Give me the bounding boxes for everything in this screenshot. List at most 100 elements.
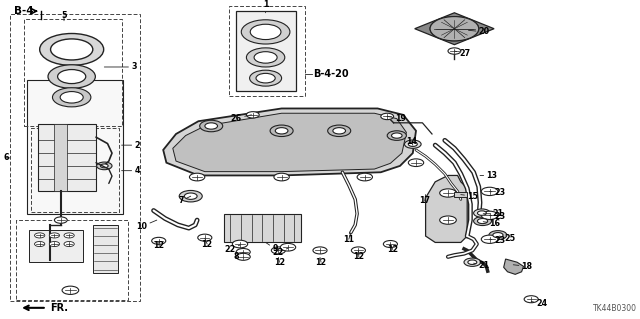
Text: 23: 23: [490, 189, 506, 197]
Polygon shape: [426, 175, 467, 242]
Circle shape: [100, 164, 108, 168]
Circle shape: [64, 233, 74, 238]
Bar: [93, 225, 118, 273]
Circle shape: [184, 193, 197, 199]
Circle shape: [64, 241, 74, 247]
Circle shape: [440, 216, 456, 224]
Circle shape: [477, 219, 488, 224]
Bar: [229, 6, 305, 96]
Text: FR.: FR.: [50, 303, 68, 313]
Text: 15: 15: [461, 192, 478, 201]
Text: 16: 16: [483, 219, 500, 228]
Bar: [224, 214, 301, 242]
Circle shape: [246, 112, 259, 118]
Text: 8: 8: [233, 252, 243, 261]
Text: 21: 21: [474, 261, 490, 270]
Bar: [31, 128, 119, 212]
Circle shape: [357, 173, 372, 181]
Circle shape: [430, 17, 479, 41]
Text: 27: 27: [454, 49, 470, 58]
Circle shape: [198, 234, 212, 241]
Text: 9: 9: [266, 242, 278, 253]
Circle shape: [408, 142, 417, 146]
Circle shape: [383, 241, 397, 248]
Circle shape: [232, 240, 248, 248]
Circle shape: [152, 237, 166, 244]
Circle shape: [58, 70, 86, 84]
Polygon shape: [163, 108, 416, 175]
Circle shape: [274, 173, 289, 181]
Text: 6: 6: [3, 153, 10, 162]
Circle shape: [254, 52, 277, 63]
Circle shape: [333, 128, 346, 134]
Bar: [24, 19, 122, 126]
Text: 5: 5: [61, 11, 67, 21]
Circle shape: [52, 88, 91, 107]
Circle shape: [408, 159, 424, 167]
Circle shape: [35, 241, 45, 247]
Text: 23: 23: [490, 212, 506, 221]
Text: 21: 21: [483, 209, 504, 218]
Circle shape: [270, 125, 293, 137]
Circle shape: [381, 113, 394, 120]
Text: 2: 2: [122, 141, 140, 150]
Circle shape: [477, 211, 486, 215]
Bar: [38, 124, 96, 191]
Circle shape: [275, 128, 288, 134]
Circle shape: [481, 211, 498, 219]
Circle shape: [481, 187, 498, 196]
Text: 14: 14: [406, 137, 417, 146]
Text: 1: 1: [263, 0, 268, 13]
Circle shape: [489, 231, 507, 240]
Text: 22: 22: [272, 248, 288, 257]
Text: 17: 17: [419, 195, 430, 205]
Circle shape: [313, 247, 327, 254]
Circle shape: [464, 258, 481, 266]
Text: 13: 13: [480, 171, 497, 180]
Circle shape: [62, 286, 79, 294]
Text: 20: 20: [468, 27, 490, 36]
Circle shape: [49, 233, 60, 238]
Circle shape: [60, 92, 83, 103]
Circle shape: [236, 249, 250, 256]
Circle shape: [256, 73, 275, 83]
Circle shape: [392, 133, 402, 138]
Circle shape: [205, 123, 218, 129]
Text: 26: 26: [231, 114, 252, 122]
Circle shape: [48, 65, 95, 88]
Circle shape: [440, 189, 456, 197]
Bar: [10, 14, 140, 301]
Circle shape: [51, 39, 93, 60]
Text: B-4: B-4: [14, 6, 34, 16]
Circle shape: [241, 20, 290, 44]
Circle shape: [200, 120, 223, 132]
Text: 12: 12: [316, 257, 326, 267]
Polygon shape: [415, 13, 494, 45]
Text: 12: 12: [202, 238, 212, 249]
Circle shape: [179, 190, 202, 202]
Circle shape: [430, 17, 479, 41]
Circle shape: [524, 296, 538, 303]
FancyArrowPatch shape: [24, 306, 44, 310]
Bar: [29, 230, 83, 262]
Circle shape: [280, 243, 296, 251]
Text: 22: 22: [224, 245, 240, 254]
Circle shape: [271, 247, 285, 254]
Text: 12: 12: [387, 245, 398, 254]
Circle shape: [404, 140, 421, 148]
Circle shape: [35, 233, 45, 238]
Text: 24: 24: [531, 299, 547, 308]
Circle shape: [236, 253, 250, 260]
Bar: [54, 124, 67, 191]
Text: 11: 11: [343, 233, 355, 244]
Bar: [16, 220, 128, 300]
Circle shape: [189, 173, 205, 181]
Text: TK44B0300: TK44B0300: [593, 304, 637, 313]
Text: 4: 4: [122, 166, 140, 175]
Circle shape: [493, 233, 503, 238]
Circle shape: [481, 235, 498, 243]
Circle shape: [250, 24, 281, 40]
Circle shape: [468, 260, 477, 264]
Circle shape: [250, 70, 282, 86]
Circle shape: [351, 247, 365, 254]
